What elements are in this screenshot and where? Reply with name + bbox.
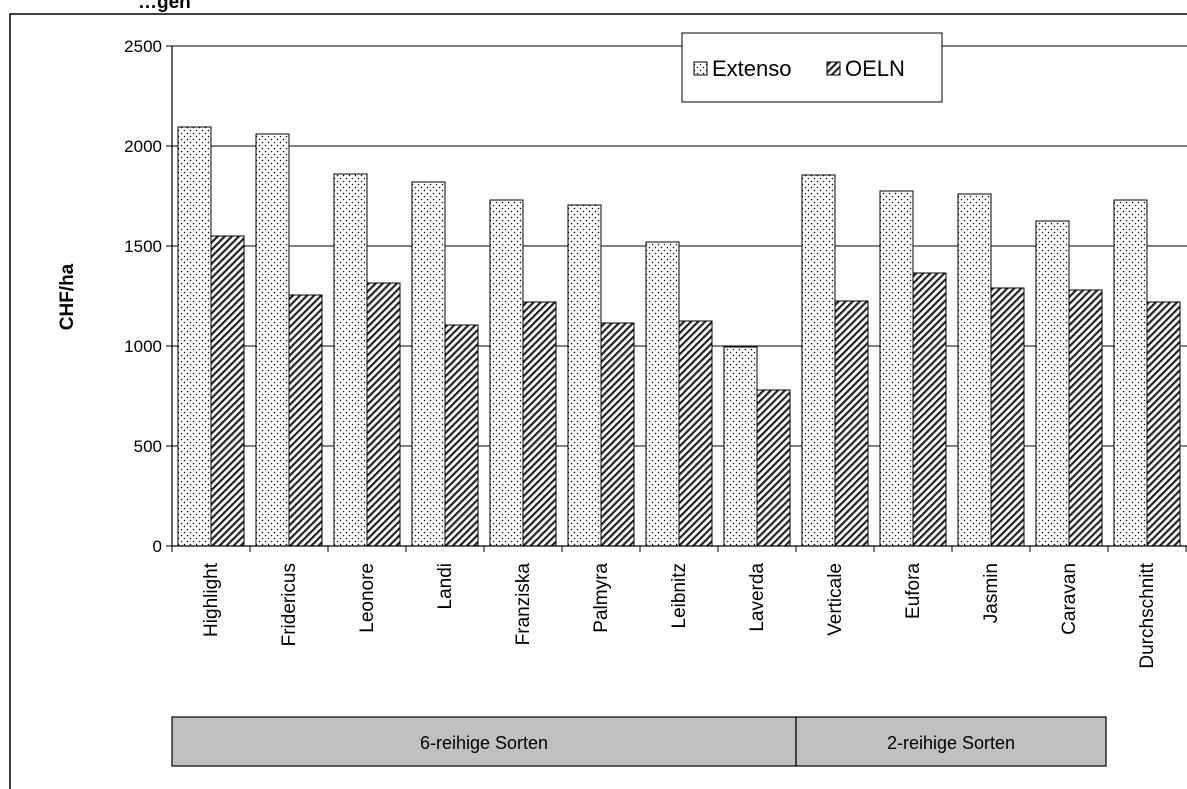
bar-oeln-landi xyxy=(444,324,479,547)
legend: Extenso OELN xyxy=(681,32,943,103)
category-label: Caravan xyxy=(1059,563,1080,635)
y-axis-title: CHF/ha xyxy=(57,263,78,330)
chart-title: …gen xyxy=(138,0,191,13)
category-label: Leonore xyxy=(357,563,378,633)
bar-extenso-eufora xyxy=(879,190,914,547)
bar-extenso-landi xyxy=(411,181,446,547)
bar-oeln-highlight xyxy=(210,235,245,547)
bar-oeln-leibnitz xyxy=(678,320,713,547)
bar-oeln-leonore xyxy=(366,282,401,547)
bar-extenso-highlight xyxy=(177,126,212,547)
category-label: Durchschnitt xyxy=(1137,562,1158,668)
chart-frame xyxy=(9,13,1187,789)
bar-oeln-laverda xyxy=(756,389,791,547)
bar-oeln-durchschnitt xyxy=(1146,301,1181,547)
axes xyxy=(166,45,1187,552)
bar-oeln-verticale xyxy=(834,300,869,547)
bar-extenso-leonore xyxy=(333,173,368,547)
category-label: Laverda xyxy=(747,563,768,632)
bar-extenso-fridericus xyxy=(255,133,290,547)
bars xyxy=(177,126,1181,547)
bar-oeln-palmyra xyxy=(600,322,635,547)
group-label: 6-reihige Sorten xyxy=(420,733,548,753)
group-band xyxy=(171,716,797,767)
bar-extenso-franziska xyxy=(489,199,524,547)
y-tick-label: 1000 xyxy=(124,337,162,356)
bar-extenso-jasmin xyxy=(957,193,992,547)
category-label: Leibnitz xyxy=(669,563,690,629)
y-tick-labels: 0 500 1000 1500 2000 2500 xyxy=(124,37,162,556)
legend-swatch-oeln xyxy=(826,61,841,76)
legend-label-extenso: Extenso xyxy=(712,56,792,81)
category-label: Franziska xyxy=(513,563,534,646)
bar-extenso-laverda xyxy=(723,346,758,547)
group-bands: 6-reihige Sorten 2-reihige Sorten xyxy=(171,716,1107,767)
legend-label-oeln: OELN xyxy=(845,56,905,81)
bar-extenso-verticale xyxy=(801,174,836,547)
bar-extenso-palmyra xyxy=(567,204,602,547)
bar-oeln-jasmin xyxy=(990,287,1025,547)
y-tick-label: 500 xyxy=(134,437,162,456)
bar-extenso-caravan xyxy=(1035,220,1070,547)
category-labels: Highlight Fridericus Leonore Landi Franziska… xyxy=(201,562,1158,668)
group-label: 2-reihige Sorten xyxy=(887,733,1015,753)
legend-box xyxy=(681,32,943,103)
y-tick-label: 0 xyxy=(153,537,162,556)
category-label: Palmyra xyxy=(591,563,612,633)
bar-extenso-durchschnitt xyxy=(1113,199,1148,547)
group-band xyxy=(795,716,1107,767)
bar-oeln-fridericus xyxy=(288,294,323,547)
category-label: Highlight xyxy=(201,562,222,637)
bar-extenso-leibnitz xyxy=(645,241,680,547)
bar-oeln-franziska xyxy=(522,301,557,547)
bar-oeln-eufora xyxy=(912,272,947,547)
y-tick-label: 1500 xyxy=(124,237,162,256)
category-label: Eufora xyxy=(903,563,924,619)
category-label: Landi xyxy=(435,563,456,610)
category-label: Verticale xyxy=(825,563,846,636)
category-label: Fridericus xyxy=(279,563,300,646)
y-tick-label: 2000 xyxy=(124,137,162,156)
category-label: Jasmin xyxy=(981,563,1002,623)
legend-swatch-extenso xyxy=(693,61,708,76)
y-tick-label: 2500 xyxy=(124,37,162,56)
bar-oeln-caravan xyxy=(1068,289,1103,547)
